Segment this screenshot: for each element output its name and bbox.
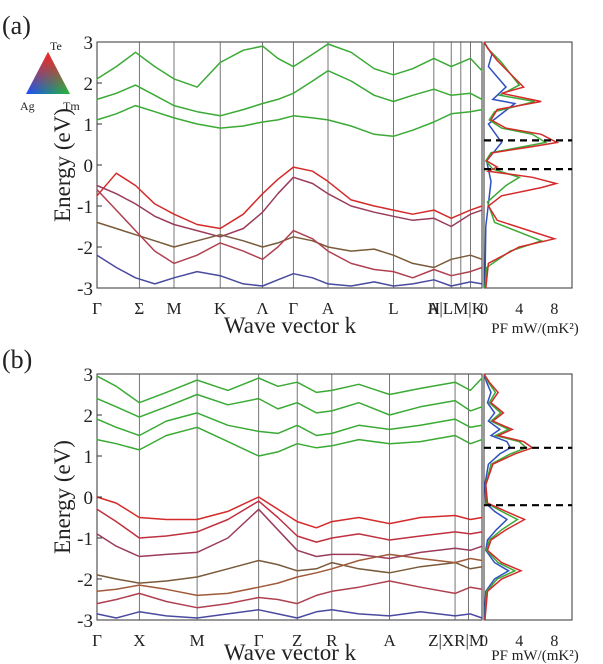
y-axis-label-a: Energy (eV) xyxy=(50,108,75,222)
pf-plot-frame-b xyxy=(483,373,573,621)
k-label: M xyxy=(166,299,181,318)
k-label: L xyxy=(388,299,398,318)
y-axis-label-b: Energy (eV) xyxy=(50,440,75,554)
x-axis-label-b: Wave vector k xyxy=(224,640,357,664)
band-line xyxy=(96,393,483,418)
pf-x-tick-label: 0 xyxy=(480,301,488,318)
x-axis-label-a: Wave vector k xyxy=(224,313,357,338)
pf-x-tick-label: 8 xyxy=(550,301,558,318)
band-line xyxy=(96,553,483,597)
triangle-label-top: Te xyxy=(50,39,62,53)
k-label: Z xyxy=(292,631,302,650)
y-tick-label: -2 xyxy=(77,570,93,591)
pf-curve xyxy=(483,373,535,621)
y-tick-label: 2 xyxy=(84,74,94,95)
band-line xyxy=(96,221,483,269)
y-tick-label: -3 xyxy=(77,279,93,300)
band-lines-a xyxy=(96,43,483,287)
pf-curve xyxy=(483,373,512,621)
pf-x-tick-label: 4 xyxy=(515,301,523,318)
band-line xyxy=(96,176,483,238)
k-label: R xyxy=(326,631,338,650)
pf-curves-b xyxy=(483,373,535,621)
pf-x-tick-label: 0 xyxy=(480,633,488,650)
band-line xyxy=(96,412,483,437)
pf-x-ticks-b: 0 4 8 xyxy=(480,633,558,650)
band-line xyxy=(96,500,483,543)
y-tick-label: -3 xyxy=(77,611,93,632)
y-ticks-a: 3 2 1 0 -1 -2 -3 xyxy=(77,33,102,300)
k-label: A xyxy=(322,299,335,318)
pf-curve xyxy=(483,373,528,621)
band-line xyxy=(96,496,483,529)
k-label: Λ xyxy=(256,299,269,318)
y-tick-label: 1 xyxy=(84,115,94,136)
y-tick-label: 2 xyxy=(84,406,94,427)
band-line xyxy=(96,375,483,404)
y-tick-label: 3 xyxy=(84,33,94,54)
k-label: Σ xyxy=(134,299,144,318)
band-line xyxy=(96,104,483,138)
k-label: Z|XR|M xyxy=(428,631,484,650)
y-tick-label: 0 xyxy=(84,156,94,177)
pf-curves-a xyxy=(483,41,560,289)
band-line xyxy=(96,166,483,230)
composition-triangle-legend: Te Ag Tm xyxy=(20,39,80,113)
band-line xyxy=(96,254,483,287)
y-tick-label: 1 xyxy=(84,447,94,468)
k-labels-b: Γ X M Γ Z R A Z|XR|M xyxy=(92,631,484,650)
pf-x-tick-label: 8 xyxy=(550,633,558,650)
k-label: Γ xyxy=(288,299,298,318)
pf-x-ticks-a: 0 4 8 xyxy=(480,301,558,318)
k-label: Γ xyxy=(92,299,102,318)
band-lines-b xyxy=(96,375,483,619)
band-line xyxy=(96,580,483,609)
band-line xyxy=(96,69,483,117)
y-tick-label: 0 xyxy=(84,488,94,509)
k-label: A xyxy=(383,631,396,650)
y-tick-label: -2 xyxy=(77,238,93,259)
k-label: A|LM|K xyxy=(427,299,485,318)
band-line xyxy=(96,188,483,279)
pf-curve xyxy=(483,41,517,289)
panel-a-label: (a) xyxy=(2,11,31,40)
k-point-gridlines-a xyxy=(138,42,471,288)
pf-curve xyxy=(483,41,560,289)
pf-x-axis-label-a: PF mW/(mK²) xyxy=(491,321,578,337)
band-line xyxy=(96,508,483,560)
pf-dashed-lines-b xyxy=(484,446,572,507)
k-label: Γ xyxy=(92,631,102,650)
pf-x-axis-label-b: PF mW/(mK²) xyxy=(491,648,578,664)
y-tick-label: -1 xyxy=(77,197,93,218)
band-line xyxy=(96,609,483,619)
k-point-gridlines-b xyxy=(138,374,469,620)
triangle-label-left: Ag xyxy=(20,99,35,113)
pf-plot-frame-a xyxy=(483,41,573,289)
k-label: M xyxy=(190,631,205,650)
y-tick-label: 3 xyxy=(84,365,94,386)
panel-b: (b) 3 2 1 0 -1 -2 -3 Γ X M Γ Z R A Z|XR|M Energy (eV)… xyxy=(2,345,579,664)
k-label: X xyxy=(133,631,145,650)
pf-dashed-lines-a xyxy=(484,139,572,171)
k-labels-a: Γ Σ M K Λ Γ A L HA|LM|K xyxy=(92,299,485,318)
triangle-top-gradient xyxy=(26,52,70,94)
k-label: K xyxy=(214,299,227,318)
panel-b-label: (b) xyxy=(2,345,32,374)
triangle-label-right: Tm xyxy=(63,99,80,113)
pf-x-tick-label: 4 xyxy=(515,633,523,650)
k-label: Γ xyxy=(254,631,264,650)
band-line xyxy=(96,426,483,457)
band-line xyxy=(96,43,483,88)
band-line xyxy=(96,559,483,584)
y-tick-label: -1 xyxy=(77,529,93,550)
k-label: H xyxy=(428,299,440,318)
y-ticks-b: 3 2 1 0 -1 -2 -3 xyxy=(77,365,102,632)
